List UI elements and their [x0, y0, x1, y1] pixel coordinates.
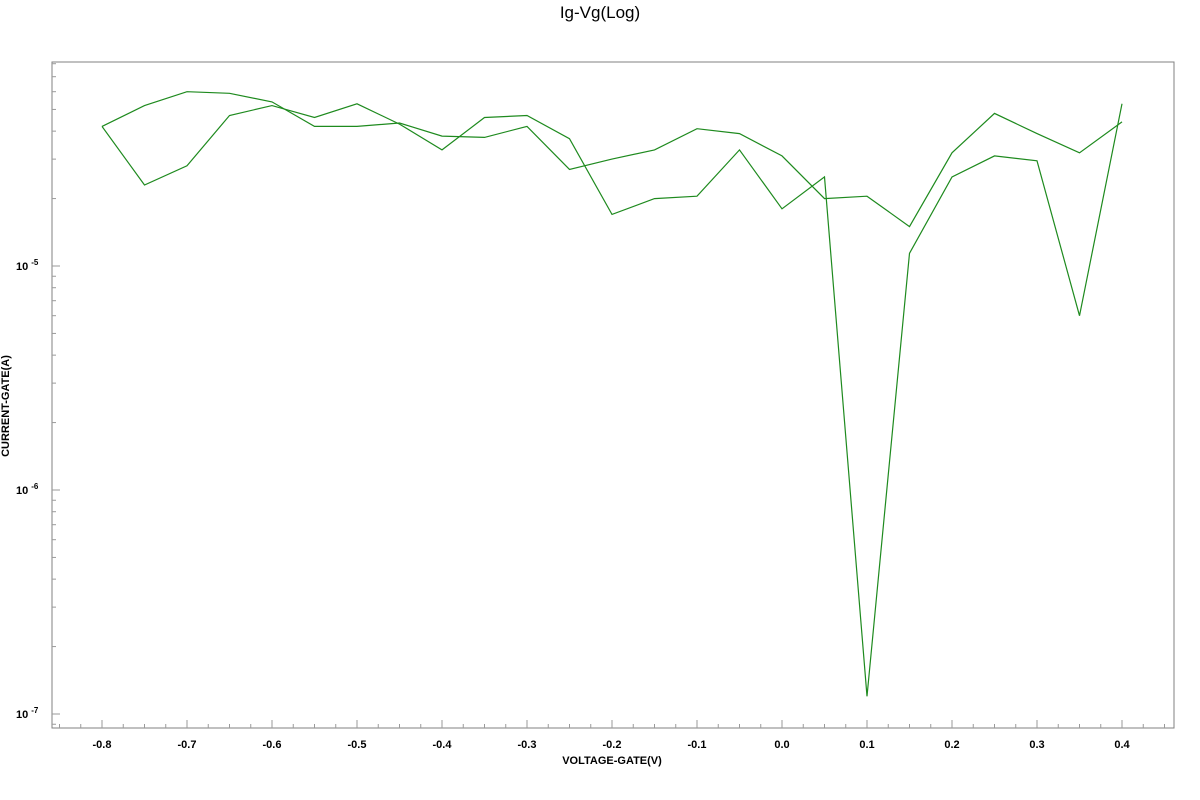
y-tick-label: 10 -5 [16, 258, 39, 273]
x-tick-label: -0.8 [93, 739, 112, 751]
x-axis-ticks: -0.8 -0.7 -0.6 -0.5 -0.4 -0.3 -0.2 -0.1 0.0 0.1 0.… [59, 720, 1165, 751]
y-tick-label: 10 -7 [16, 706, 39, 721]
x-tick-label: 0.4 [1114, 739, 1130, 751]
plot-area [51, 61, 1175, 729]
x-axis-title: VOLTAGE-GATE(V) [562, 755, 662, 767]
x-tick-label: -0.5 [348, 739, 367, 751]
x-tick-label: 0.3 [1029, 739, 1044, 751]
y-axis-title: CURRENT-GATE(A) [0, 355, 12, 457]
x-tick-label: -0.1 [688, 739, 707, 751]
x-tick-label: -0.7 [178, 739, 197, 751]
x-tick-label: 0.1 [859, 739, 874, 751]
x-tick-label: -0.6 [263, 739, 282, 751]
x-tick-label: -0.4 [433, 739, 453, 751]
x-tick-label: 0.0 [774, 739, 789, 751]
series-line-1 [101, 103, 1123, 697]
series-lines [101, 91, 1123, 697]
series-line-2 [101, 91, 1123, 228]
y-axis-ticks: 10-5 10-6 10-7 [16, 63, 60, 725]
y-tick-label: 10 -6 [16, 482, 39, 497]
x-tick-label: -0.3 [518, 739, 537, 751]
chart-title: Ig-Vg(Log) [560, 3, 640, 22]
x-tick-label: -0.2 [603, 739, 622, 751]
x-tick-label: 0.2 [944, 739, 959, 751]
